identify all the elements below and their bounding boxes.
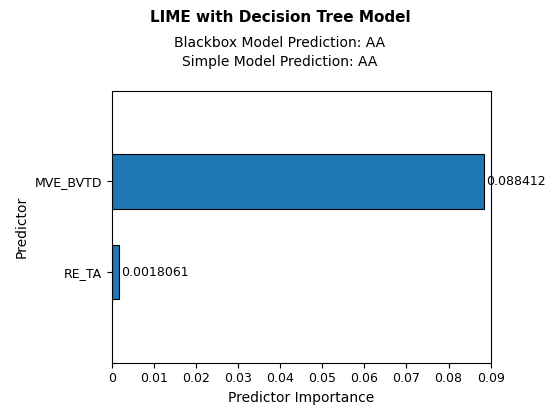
Text: Simple Model Prediction: AA: Simple Model Prediction: AA xyxy=(183,55,377,68)
Text: 0.0018061: 0.0018061 xyxy=(122,265,189,278)
Text: LIME with Decision Tree Model: LIME with Decision Tree Model xyxy=(150,10,410,26)
Bar xyxy=(112,245,119,299)
Text: 0.088412: 0.088412 xyxy=(486,175,545,188)
X-axis label: Predictor Importance: Predictor Importance xyxy=(228,391,374,405)
Text: Blackbox Model Prediction: AA: Blackbox Model Prediction: AA xyxy=(174,36,386,50)
Bar xyxy=(112,154,484,208)
Y-axis label: Predictor: Predictor xyxy=(15,196,29,258)
